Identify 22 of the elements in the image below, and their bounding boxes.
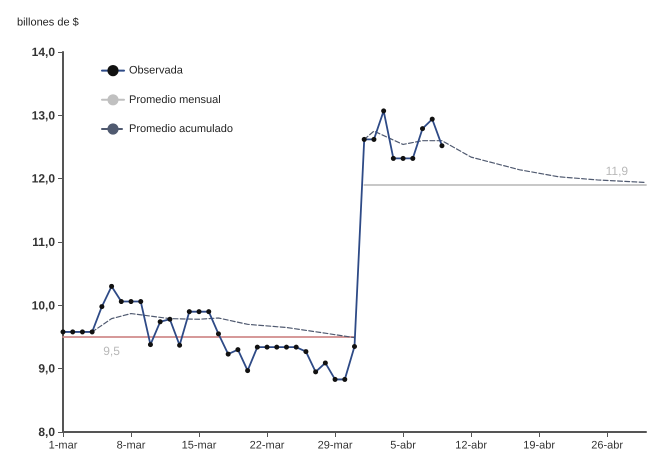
x-tick-label: 22-mar bbox=[250, 440, 285, 452]
y-tick-label: 10,0 bbox=[32, 298, 56, 312]
legend-label: Promedio acumulado bbox=[129, 123, 233, 135]
y-tick-label: 8,0 bbox=[38, 425, 56, 439]
x-tick-label: 19-abr bbox=[523, 440, 556, 452]
y-tick-label: 14,0 bbox=[32, 45, 56, 59]
x-tick-label: 5-abr bbox=[390, 440, 416, 452]
y-tick-label: 11,0 bbox=[32, 235, 56, 249]
legend-label: Promedio mensual bbox=[129, 94, 221, 106]
data-label: 11,9 bbox=[606, 164, 628, 178]
x-tick-label: 29-mar bbox=[318, 440, 353, 452]
x-tick-label: 26-abr bbox=[591, 440, 624, 452]
y-axis-title: billones de $ bbox=[17, 16, 79, 28]
y-tick-label: 13,0 bbox=[32, 108, 56, 122]
legend-label: Observada bbox=[129, 64, 184, 77]
y-tick-label: 9,0 bbox=[38, 362, 56, 376]
x-tick-label: 15-mar bbox=[182, 440, 217, 452]
x-tick-label: 12-abr bbox=[455, 440, 488, 452]
data-label: 9,5 bbox=[103, 344, 120, 358]
x-tick-label: 1-mar bbox=[48, 440, 78, 452]
y-tick-label: 12,0 bbox=[32, 172, 56, 186]
x-tick-label: 8-mar bbox=[116, 440, 146, 452]
